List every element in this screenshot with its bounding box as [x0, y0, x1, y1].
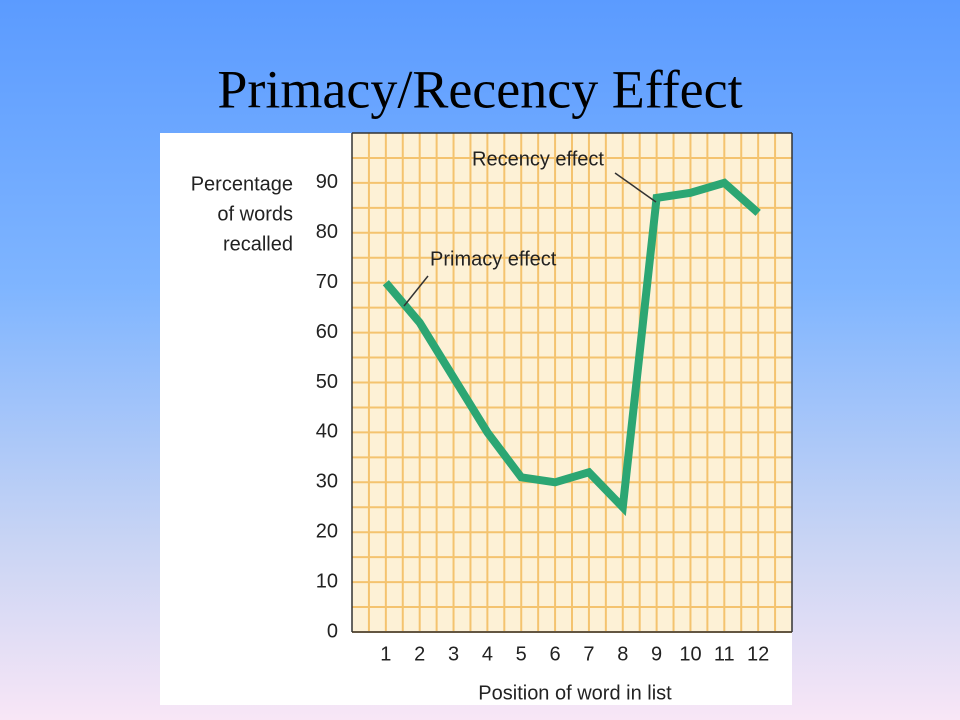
x-tick-label: 4: [482, 643, 493, 665]
annotation: Primacy effect: [430, 248, 557, 270]
y-tick-label: 30: [316, 471, 338, 493]
annotation: Recency effect: [472, 148, 604, 170]
y-tick-label: 70: [316, 271, 338, 293]
data-line: [382, 178, 761, 517]
leader-line: [614, 172, 657, 203]
x-tick-label: 3: [448, 643, 459, 665]
x-tick-label: 10: [679, 643, 701, 665]
x-tick-label: 6: [550, 643, 561, 665]
y-tick-label: 0: [327, 620, 338, 642]
y-axis-label: Percentage: [191, 173, 293, 195]
x-axis-label: Position of word in list: [478, 682, 672, 704]
y-axis-label: of words: [217, 203, 293, 225]
y-tick-label: 80: [316, 221, 338, 243]
x-tick-label: 12: [747, 643, 769, 665]
y-tick-label: 50: [316, 371, 338, 393]
x-tick-label: 11: [714, 643, 735, 665]
leader-line: [403, 275, 429, 307]
y-tick-label: 90: [316, 171, 338, 193]
x-tick-label: 9: [651, 643, 662, 665]
x-tick-label: 1: [380, 643, 391, 665]
y-tick-label: 40: [316, 421, 338, 443]
y-tick-label: 20: [316, 520, 338, 542]
x-tick-label: 5: [516, 643, 527, 665]
y-tick-label: 10: [316, 570, 338, 592]
x-tick-label: 8: [617, 643, 628, 665]
chart-title: Primacy/Recency Effect: [217, 59, 742, 119]
y-axis-label: recalled: [223, 233, 293, 255]
x-tick-label: 7: [583, 643, 594, 665]
x-tick-label: 2: [414, 643, 425, 665]
y-tick-label: 60: [316, 321, 338, 343]
